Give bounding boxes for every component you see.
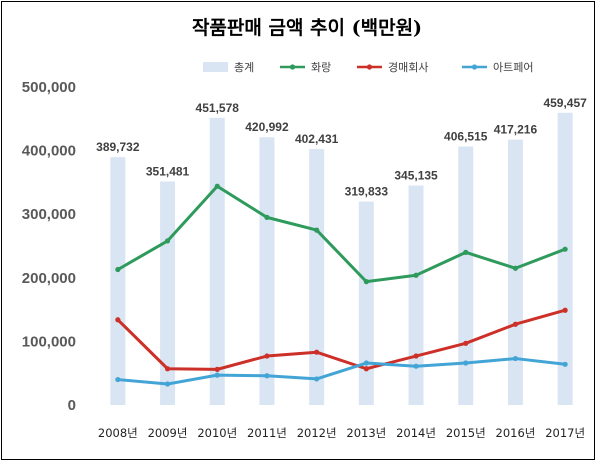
bar <box>408 185 424 405</box>
series-point <box>314 227 320 233</box>
series-point <box>264 373 270 379</box>
legend-swatch <box>203 62 228 72</box>
y-tick-label: 500,000 <box>22 79 76 96</box>
bar-data-label: 451,578 <box>196 101 240 115</box>
x-tick-label: 2015년 <box>446 426 486 440</box>
x-tick-label: 2009년 <box>148 426 188 440</box>
bar <box>507 139 523 405</box>
series-point <box>115 376 121 383</box>
series-point <box>314 376 320 382</box>
legend-swatch-marker <box>366 64 373 70</box>
series-point <box>363 360 369 366</box>
series-point <box>214 183 220 189</box>
x-tick-label: 2016년 <box>496 426 536 440</box>
x-axis: 2008년 2009년 2010년 2011년 2012년 2013년 2014년 2015년… <box>98 426 585 440</box>
y-tick-label: 200,000 <box>22 270 76 287</box>
bar-data-label: 417,216 <box>494 123 538 137</box>
bar-data-label: 406,515 <box>444 129 488 143</box>
x-tick-label: 2017년 <box>545 426 585 440</box>
x-tick-label: 2012년 <box>297 426 337 440</box>
legend-label: 화랑 <box>311 61 331 74</box>
bar <box>309 149 325 405</box>
bar-data-labels: 389,732 351,481 451,578 420,992 402,431 319,8… <box>96 96 587 199</box>
series-point <box>363 366 369 372</box>
series-point <box>562 307 568 313</box>
legend-label: 총계 <box>234 61 254 74</box>
chart-legend: 총계 화랑 경매회사 아트페어 <box>203 61 533 74</box>
series-point <box>164 366 171 372</box>
bar <box>358 201 374 405</box>
bar <box>209 117 225 406</box>
x-tick-label: 2011년 <box>247 426 287 440</box>
x-tick-label: 2008년 <box>98 426 138 440</box>
series-point <box>264 353 270 359</box>
bar <box>259 137 275 405</box>
series-point <box>314 349 320 355</box>
legend-label: 아트페어 <box>493 61 533 74</box>
bar-data-label: 389,732 <box>96 140 140 154</box>
series-point <box>164 238 171 244</box>
series-point <box>264 214 270 220</box>
series-point <box>214 366 220 372</box>
bar <box>458 146 474 405</box>
series-line-1 <box>117 184 566 284</box>
series-line-3 <box>117 357 566 386</box>
legend-swatch-marker <box>471 64 478 70</box>
series-point <box>463 340 469 346</box>
legend-label: 경매회사 <box>388 61 428 74</box>
series-point <box>512 321 519 327</box>
y-tick-label: 300,000 <box>22 206 76 223</box>
bar-data-label: 402,431 <box>295 132 339 146</box>
x-tick-label: 2013년 <box>346 426 386 440</box>
bar <box>557 112 573 406</box>
series-line-2 <box>116 308 566 371</box>
bar-data-label: 420,992 <box>245 120 289 134</box>
series-point <box>413 363 419 369</box>
bar-data-label: 459,457 <box>543 96 587 110</box>
series-point <box>562 246 568 252</box>
y-axis: 0 100,000 200,000 300,000 400,000 500,000 <box>22 79 76 414</box>
series-point <box>463 360 469 366</box>
y-tick-label: 100,000 <box>22 333 76 350</box>
series-point <box>115 266 121 273</box>
chart-title: 작품판매 금액 추이 (백만원) <box>192 17 422 39</box>
x-tick-label: 2014년 <box>396 426 436 440</box>
series-point <box>562 361 568 367</box>
series-point <box>214 372 220 378</box>
bar-data-label: 319,833 <box>345 185 389 199</box>
bar <box>160 181 176 405</box>
series-point <box>115 317 121 323</box>
x-tick-label: 2010년 <box>197 426 237 440</box>
series-point <box>363 279 369 285</box>
bar <box>110 157 126 405</box>
series-point <box>512 355 519 362</box>
y-tick-label: 400,000 <box>22 143 76 160</box>
y-tick-label: 0 <box>68 397 76 414</box>
legend-swatch-marker <box>289 64 296 70</box>
series-point <box>413 272 419 278</box>
line-series <box>115 183 568 387</box>
series-point <box>413 353 419 359</box>
bar-data-label: 345,135 <box>394 168 438 182</box>
bar-data-label: 351,481 <box>146 164 190 178</box>
series-point <box>512 265 519 271</box>
series-point <box>164 381 171 387</box>
series-point <box>463 249 469 255</box>
